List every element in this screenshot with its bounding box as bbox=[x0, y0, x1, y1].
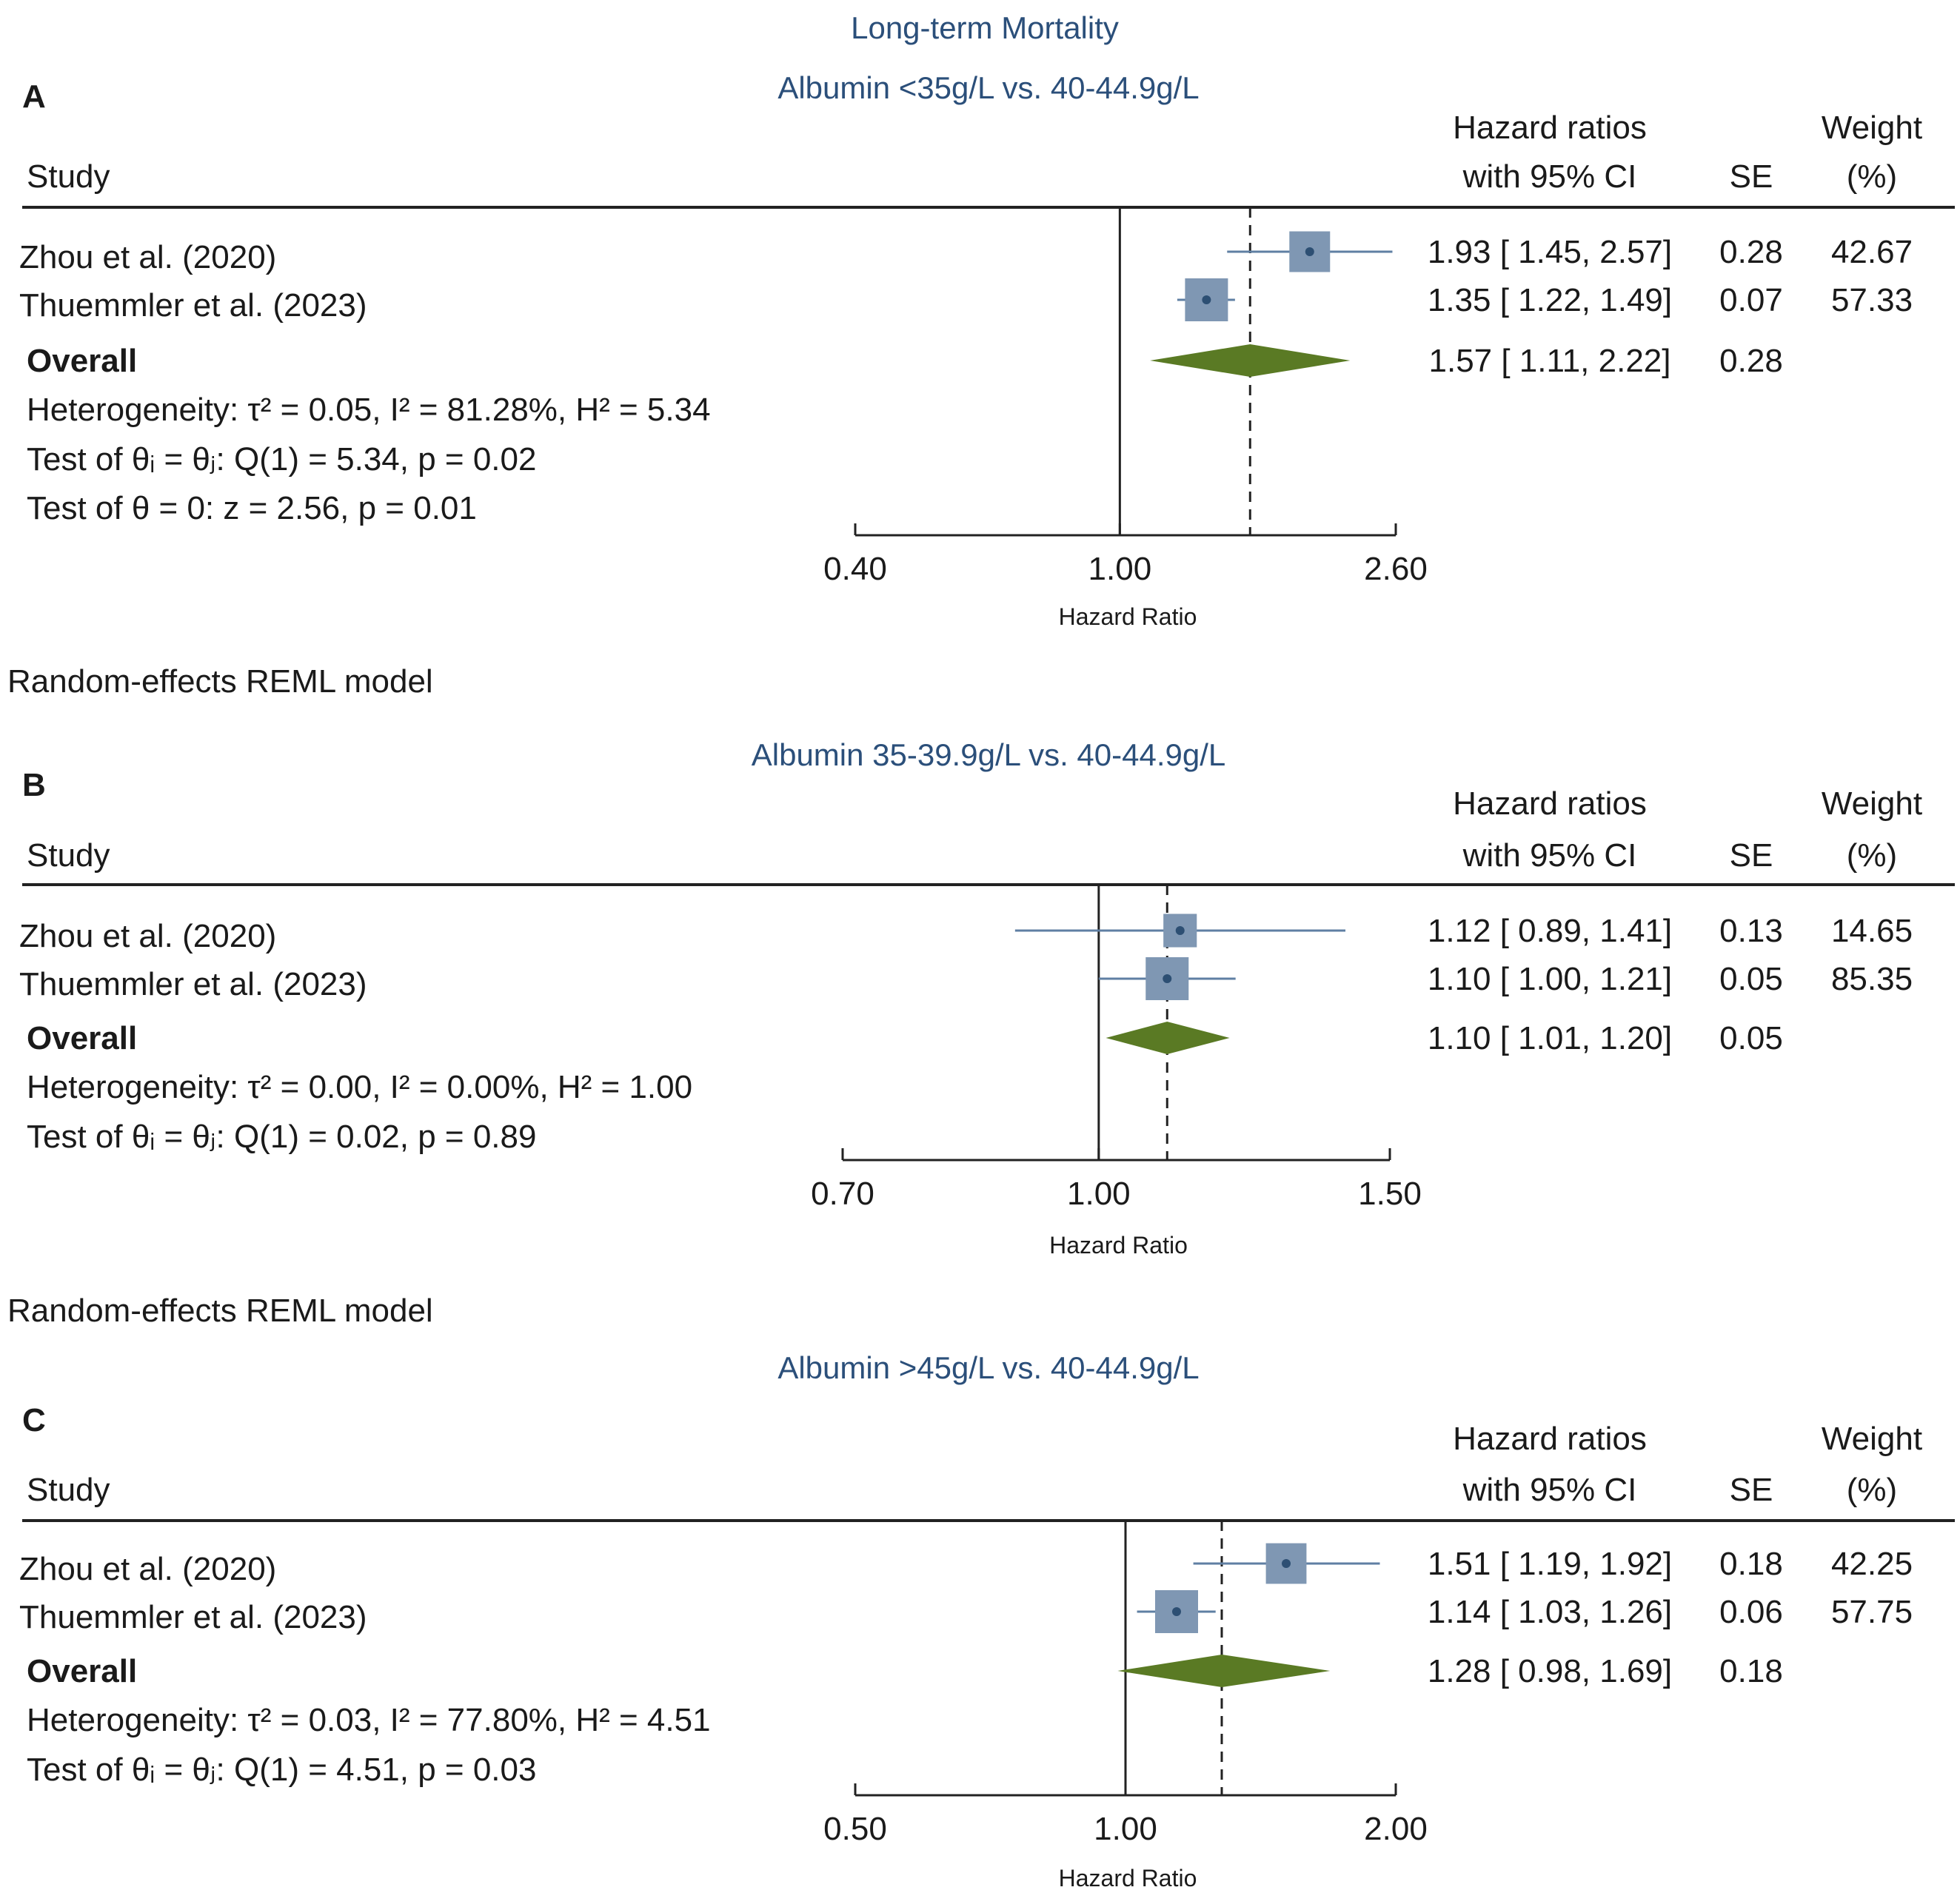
study-weight: 85.35 bbox=[1831, 961, 1913, 997]
column-header-ci: with 95% CI bbox=[1462, 837, 1637, 874]
panel-letter: C bbox=[22, 1402, 46, 1438]
column-header-study: Study bbox=[27, 158, 110, 195]
study-point-estimate bbox=[1305, 247, 1314, 256]
study-hr-ci: 1.93 [ 1.45, 2.57] bbox=[1428, 234, 1672, 270]
overall-se: 0.05 bbox=[1719, 1020, 1783, 1056]
panel-letter: B bbox=[22, 767, 46, 803]
x-tick-label: 2.00 bbox=[1364, 1811, 1428, 1847]
column-header-weight: Weight bbox=[1822, 785, 1922, 822]
study-label: Thuemmler et al. (2023) bbox=[19, 287, 367, 324]
model-note: Random-effects REML model bbox=[7, 1293, 433, 1329]
study-label: Zhou et al. (2020) bbox=[19, 239, 276, 275]
column-header-ci: with 95% CI bbox=[1462, 158, 1637, 195]
x-tick-label: 1.00 bbox=[1094, 1811, 1157, 1847]
study-se: 0.06 bbox=[1719, 1594, 1783, 1630]
column-header-weight-unit: (%) bbox=[1847, 1472, 1897, 1508]
panel-subtitle: Albumin <35g/L vs. 40-44.9g/L bbox=[777, 70, 1199, 105]
column-header-ci: with 95% CI bbox=[1462, 1472, 1637, 1508]
study-weight: 42.25 bbox=[1831, 1546, 1913, 1582]
study-point-estimate bbox=[1175, 926, 1185, 935]
study-se: 0.13 bbox=[1719, 913, 1783, 949]
x-tick-label: 0.40 bbox=[823, 551, 887, 587]
panel-c: C Albumin >45g/L vs. 40-44.9g/L Study Hazar… bbox=[19, 1350, 1955, 1890]
overall-label: Overall bbox=[27, 1020, 137, 1056]
overall-label: Overall bbox=[27, 343, 137, 379]
column-header-se: SE bbox=[1730, 837, 1773, 874]
column-header-study: Study bbox=[27, 837, 110, 874]
column-header-weight-unit: (%) bbox=[1847, 158, 1897, 195]
overall-se: 0.18 bbox=[1719, 1653, 1783, 1689]
study-se: 0.18 bbox=[1719, 1546, 1783, 1582]
study-weight: 42.67 bbox=[1831, 234, 1913, 270]
heterogeneity-stat: Heterogeneity: τ² = 0.00, I² = 0.00%, H²… bbox=[27, 1069, 692, 1105]
x-axis-title: Hazard Ratio bbox=[1059, 603, 1197, 630]
panel-subtitle: Albumin >45g/L vs. 40-44.9g/L bbox=[777, 1350, 1199, 1385]
x-tick-label: 2.60 bbox=[1364, 551, 1428, 587]
study-label: Thuemmler et al. (2023) bbox=[19, 1599, 367, 1635]
study-hr-ci: 1.51 [ 1.19, 1.92] bbox=[1428, 1546, 1672, 1582]
column-header-weight: Weight bbox=[1822, 110, 1922, 146]
x-axis-title: Hazard Ratio bbox=[1049, 1232, 1188, 1259]
study-se: 0.07 bbox=[1719, 282, 1783, 318]
study-hr-ci: 1.35 [ 1.22, 1.49] bbox=[1428, 282, 1672, 318]
column-header-study: Study bbox=[27, 1472, 110, 1508]
column-header-hr: Hazard ratios bbox=[1453, 785, 1647, 822]
heterogeneity-stat: Test of θᵢ = θⱼ: Q(1) = 0.02, p = 0.89 bbox=[27, 1119, 536, 1155]
column-header-weight: Weight bbox=[1822, 1421, 1922, 1457]
study-label: Zhou et al. (2020) bbox=[19, 1551, 276, 1587]
overall-hr-ci: 1.57 [ 1.11, 2.22] bbox=[1429, 343, 1671, 379]
study-hr-ci: 1.14 [ 1.03, 1.26] bbox=[1428, 1594, 1672, 1630]
overall-diamond bbox=[1150, 344, 1351, 377]
x-axis-title: Hazard Ratio bbox=[1059, 1865, 1197, 1890]
study-point-estimate bbox=[1282, 1559, 1291, 1568]
x-tick-label: 0.70 bbox=[811, 1176, 874, 1212]
overall-diamond bbox=[1106, 1022, 1230, 1054]
overall-hr-ci: 1.10 [ 1.01, 1.20] bbox=[1428, 1020, 1672, 1056]
column-header-hr: Hazard ratios bbox=[1453, 110, 1647, 146]
x-tick-label: 1.50 bbox=[1358, 1176, 1422, 1212]
study-point-estimate bbox=[1202, 295, 1211, 304]
column-header-se: SE bbox=[1730, 158, 1773, 195]
column-header-hr: Hazard ratios bbox=[1453, 1421, 1647, 1457]
overall-se: 0.28 bbox=[1719, 343, 1783, 379]
panel-b: B Albumin 35-39.9g/L vs. 40-44.9g/L Study H… bbox=[7, 737, 1955, 1329]
study-weight: 14.65 bbox=[1831, 913, 1913, 949]
study-se: 0.28 bbox=[1719, 234, 1783, 270]
heterogeneity-stat: Test of θᵢ = θⱼ: Q(1) = 5.34, p = 0.02 bbox=[27, 441, 536, 477]
study-se: 0.05 bbox=[1719, 961, 1783, 997]
heterogeneity-stat: Heterogeneity: τ² = 0.05, I² = 81.28%, H… bbox=[27, 392, 711, 428]
heterogeneity-stat: Test of θᵢ = θⱼ: Q(1) = 4.51, p = 0.03 bbox=[27, 1752, 536, 1788]
study-label: Thuemmler et al. (2023) bbox=[19, 966, 367, 1002]
x-tick-label: 1.00 bbox=[1088, 551, 1152, 587]
heterogeneity-stat: Test of θ = 0: z = 2.56, p = 0.01 bbox=[27, 490, 477, 526]
column-header-se: SE bbox=[1730, 1472, 1773, 1508]
study-hr-ci: 1.12 [ 0.89, 1.41] bbox=[1428, 913, 1672, 949]
study-point-estimate bbox=[1171, 1607, 1181, 1616]
study-weight: 57.75 bbox=[1831, 1594, 1913, 1630]
overall-hr-ci: 1.28 [ 0.98, 1.69] bbox=[1428, 1653, 1672, 1689]
study-weight: 57.33 bbox=[1831, 282, 1913, 318]
study-label: Zhou et al. (2020) bbox=[19, 918, 276, 954]
panel-subtitle: Albumin 35-39.9g/L vs. 40-44.9g/L bbox=[752, 737, 1226, 772]
overall-label: Overall bbox=[27, 1653, 137, 1689]
study-point-estimate bbox=[1163, 974, 1172, 983]
overall-diamond bbox=[1117, 1655, 1331, 1687]
column-header-weight-unit: (%) bbox=[1847, 837, 1897, 874]
x-tick-label: 1.00 bbox=[1067, 1176, 1131, 1212]
figure-title: Long-term Mortality bbox=[851, 10, 1119, 45]
heterogeneity-stat: Heterogeneity: τ² = 0.03, I² = 77.80%, H… bbox=[27, 1702, 711, 1738]
study-hr-ci: 1.10 [ 1.00, 1.21] bbox=[1428, 961, 1672, 997]
panel-a: A Albumin <35g/L vs. 40-44.9g/L Study Hazar… bbox=[7, 70, 1955, 700]
model-note: Random-effects REML model bbox=[7, 663, 433, 700]
panel-letter: A bbox=[22, 78, 46, 115]
x-tick-label: 0.50 bbox=[823, 1811, 887, 1847]
